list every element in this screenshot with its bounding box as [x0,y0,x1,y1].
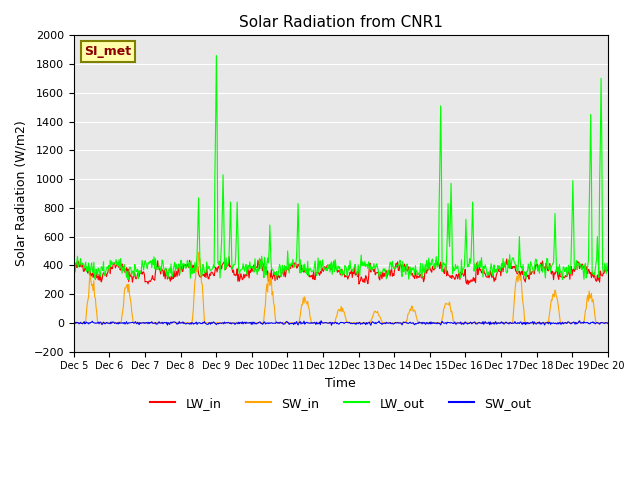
SW_out [422,320,430,325]
Line: LW_out: LW_out [74,56,608,280]
LW_out [422,258,430,264]
Title: Solar Radiation from CNR1: Solar Radiation from CNR1 [239,15,443,30]
SW_in [195,250,202,255]
LW_out [212,53,220,59]
SW_in [70,320,77,325]
SW_in [79,320,87,325]
LW_out [189,269,197,275]
LW_in [134,272,142,277]
SW_in [406,306,414,312]
LW_in [406,267,414,273]
SW_out [604,321,612,326]
LW_out [218,210,226,216]
SW_in [218,320,225,325]
SW_out [189,320,196,326]
X-axis label: Time: Time [325,377,356,390]
Line: SW_out: SW_out [74,321,608,325]
SW_out [70,319,77,324]
LW_out [79,262,87,268]
SW_out [367,323,374,328]
LW_in [189,267,196,273]
LW_out [604,267,612,273]
LW_in [464,282,472,288]
Line: LW_in: LW_in [74,257,608,285]
LW_in [70,265,77,271]
LW_out [135,268,143,274]
SW_out [407,320,415,326]
Line: SW_in: SW_in [74,252,608,323]
SW_in [189,315,196,321]
LW_in [422,265,429,271]
LW_in [225,254,233,260]
LW_out [92,277,99,283]
Y-axis label: Solar Radiation (W/m2): Solar Radiation (W/m2) [15,120,28,266]
LW_in [79,268,87,274]
LW_out [407,273,415,278]
SW_in [134,320,142,325]
SW_out [317,318,325,324]
SW_out [134,320,142,326]
SW_in [422,320,429,325]
SW_out [79,320,87,325]
Legend: LW_in, SW_in, LW_out, SW_out: LW_in, SW_in, LW_out, SW_out [145,392,536,415]
SW_out [217,320,225,326]
SW_in [604,320,612,325]
LW_in [217,263,225,269]
LW_in [604,266,612,272]
LW_out [70,263,77,269]
Text: SI_met: SI_met [84,45,132,58]
